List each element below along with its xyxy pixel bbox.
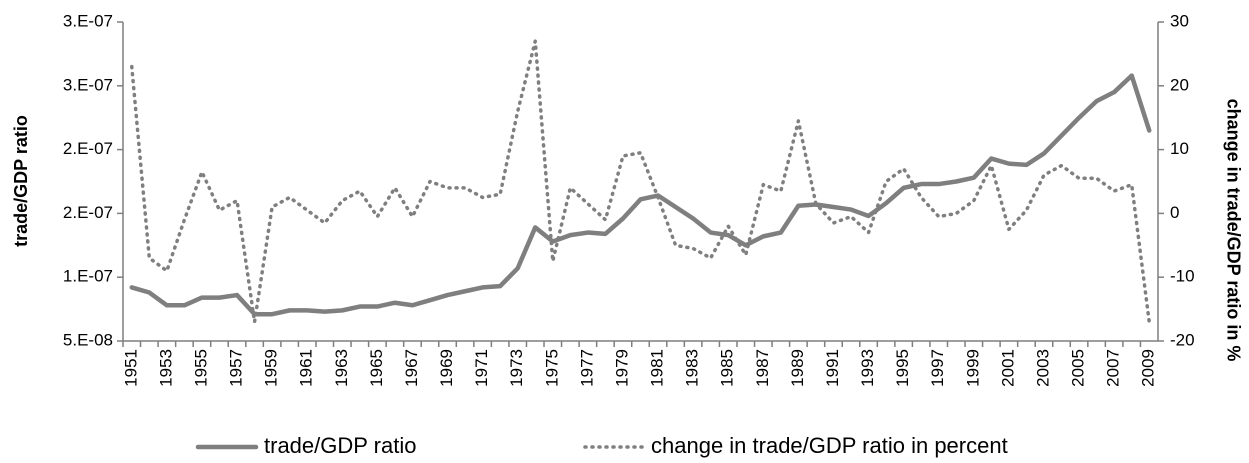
- x-tick-label: 1981: [648, 349, 667, 387]
- y2-axis-title: change in trade/GDP ratio in %: [1223, 99, 1243, 362]
- x-tick-label: 1963: [332, 349, 351, 387]
- y-tick-label: 5.E-08: [63, 330, 113, 349]
- x-tick-label: 1977: [577, 349, 596, 387]
- x-tick-label: 1975: [542, 349, 561, 387]
- legend-label: change in trade/GDP ratio in percent: [651, 433, 1008, 458]
- y2-tick-label: 0: [1170, 203, 1179, 222]
- y2-tick-label: -20: [1170, 330, 1195, 349]
- x-tick-label: 1957: [227, 349, 246, 387]
- x-tick-label: 1953: [156, 349, 175, 387]
- x-tick-label: 1987: [753, 349, 772, 387]
- y-tick-label: 3.E-07: [63, 75, 113, 94]
- x-tick-label: 2001: [998, 349, 1017, 387]
- x-tick-label: 1997: [928, 349, 947, 387]
- series-line: [129, 73, 1152, 317]
- x-tick-label: 2005: [1069, 349, 1088, 387]
- x-tick-label: 1991: [823, 349, 842, 387]
- x-tick-label: 1959: [262, 349, 281, 387]
- series-line: [130, 39, 1151, 324]
- x-tick-label: 1969: [437, 349, 456, 387]
- x-tick-label: 1983: [683, 349, 702, 387]
- y2-tick-label: 10: [1170, 139, 1189, 158]
- x-tick-label: 1993: [858, 349, 877, 387]
- x-tick-label: 1989: [788, 349, 807, 387]
- x-tick-label: 1951: [121, 349, 140, 387]
- y-axis-title: trade/GDP ratio: [11, 115, 31, 247]
- x-tick-label: 1965: [367, 349, 386, 387]
- x-tick-label: 1999: [963, 349, 982, 387]
- y-tick-label: 2.E-07: [63, 203, 113, 222]
- x-tick-label: 1955: [191, 349, 210, 387]
- y-tick-label: 3.E-07: [63, 11, 113, 30]
- y2-tick-label: -10: [1170, 267, 1195, 286]
- y2-tick-label: 20: [1170, 75, 1189, 94]
- x-tick-label: 1967: [402, 349, 421, 387]
- x-tick-label: 1973: [507, 349, 526, 387]
- y-tick-label: 2.E-07: [63, 139, 113, 158]
- x-tick-label: 2003: [1033, 349, 1052, 387]
- y2-tick-label: 30: [1170, 11, 1189, 30]
- x-tick-label: 1979: [612, 349, 631, 387]
- x-tick-label: 1961: [297, 349, 316, 387]
- x-tick-label: 2009: [1139, 349, 1158, 387]
- x-tick-label: 1995: [893, 349, 912, 387]
- legend-label: trade/GDP ratio: [264, 433, 416, 458]
- x-tick-label: 1985: [718, 349, 737, 387]
- x-tick-label: 2007: [1104, 349, 1123, 387]
- y-tick-label: 1.E-07: [63, 267, 113, 286]
- x-tick-label: 1971: [472, 349, 491, 387]
